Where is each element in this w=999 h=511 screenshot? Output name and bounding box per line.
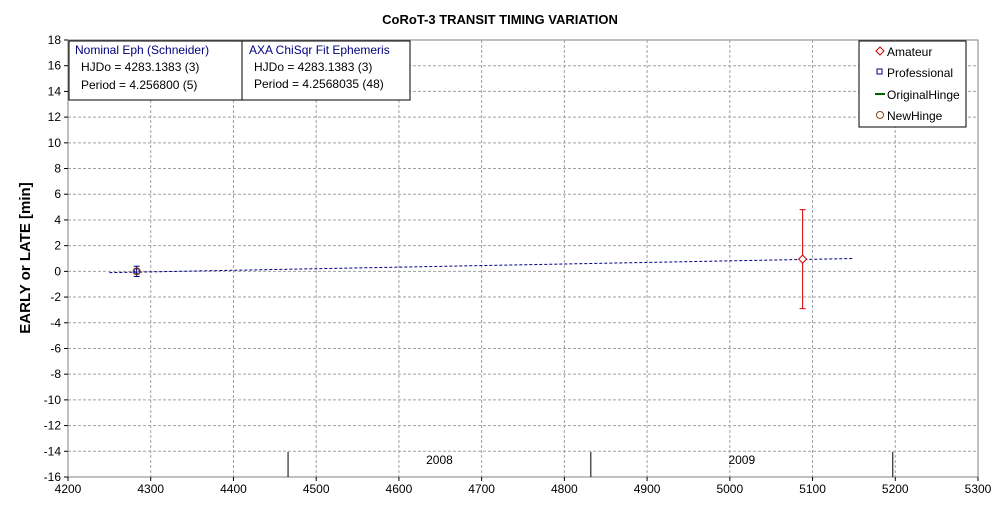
info-box-nominal-period: Period = 4.256800 (5) xyxy=(81,78,197,92)
y-tick-label: -14 xyxy=(44,444,62,458)
x-tick-label: 5300 xyxy=(965,482,992,496)
y-tick-label: -12 xyxy=(44,419,62,433)
x-tick-label: 4700 xyxy=(468,482,495,496)
y-tick-label: 6 xyxy=(54,187,61,201)
info-box-nominal: Nominal Eph (Schneider) HJDo = 4283.1383… xyxy=(68,40,243,101)
info-box-axa-period: Period = 4.2568035 (48) xyxy=(254,77,384,91)
info-box-axa-hjd: HJDo = 4283.1383 (3) xyxy=(254,60,372,74)
year-markers: 2008 2009 xyxy=(287,451,894,477)
x-tick-label: 4500 xyxy=(303,482,330,496)
x-tick-label: 4800 xyxy=(551,482,578,496)
y-tick-label: 16 xyxy=(48,59,62,73)
x-tick-label: 5000 xyxy=(716,482,743,496)
y-tick-label: 4 xyxy=(54,213,61,227)
legend-professional-marker xyxy=(876,68,883,75)
y-axis-label: EARLY or LATE [min] xyxy=(17,182,34,333)
legend-newhinge-label: NewHinge xyxy=(887,109,943,123)
y-tick-label: 18 xyxy=(48,33,62,47)
data-points xyxy=(132,209,808,310)
x-tick-label: 4300 xyxy=(137,482,164,496)
x-tick-label: 5200 xyxy=(882,482,909,496)
x-tick-label: 4600 xyxy=(386,482,413,496)
chart-title: CoRoT-3 TRANSIT TIMING VARIATION xyxy=(382,12,618,27)
y-tick-label: -8 xyxy=(50,367,61,381)
legend-originalhinge-label: OriginalHinge xyxy=(887,88,960,102)
professional-point xyxy=(133,268,140,275)
y-tick-label: -6 xyxy=(50,341,61,355)
y-tick-label: 14 xyxy=(48,84,62,98)
newhinge-point xyxy=(132,267,141,276)
y-tick-label: -16 xyxy=(44,470,62,484)
trend-line xyxy=(109,258,854,274)
y-tick-label: -10 xyxy=(44,393,62,407)
x-tick-label: 4400 xyxy=(220,482,247,496)
trend-line-group xyxy=(109,258,854,274)
info-box-nominal-frame xyxy=(68,40,243,101)
axis-ticks: 4200 4300 4400 4500 4600 4700 4800 4900 5000 5100… xyxy=(44,33,992,496)
x-tick-label: 4200 xyxy=(55,482,82,496)
y-tick-label: 2 xyxy=(54,239,61,253)
info-box-axa-title: AXA ChiSqr Fit Ephemeris xyxy=(249,43,390,57)
y-tick-label: 12 xyxy=(48,110,62,124)
info-box-nominal-title: Nominal Eph (Schneider) xyxy=(75,43,209,57)
info-box-axa-frame xyxy=(241,40,411,101)
y-tick-label: -4 xyxy=(50,316,61,330)
legend: Amateur Professional OriginalHinge NewHi… xyxy=(858,40,967,128)
x-tick-label: 5100 xyxy=(799,482,826,496)
year-label: 2008 xyxy=(426,453,453,467)
legend-newhinge-marker xyxy=(876,111,884,119)
legend-amateur-label: Amateur xyxy=(887,45,932,59)
y-tick-label: 8 xyxy=(54,162,61,176)
y-tick-label: -2 xyxy=(50,290,61,304)
plot-area xyxy=(67,39,979,478)
amateur-point xyxy=(797,254,808,264)
info-box-nominal-hjd: HJDo = 4283.1383 (3) xyxy=(81,60,199,74)
legend-amateur-marker xyxy=(875,46,885,56)
grid-lines xyxy=(68,40,978,477)
y-tick-label: 10 xyxy=(48,136,62,150)
year-label: 2009 xyxy=(728,453,755,467)
legend-professional-label: Professional xyxy=(887,66,953,80)
x-tick-label: 4900 xyxy=(634,482,661,496)
info-box-axa: AXA ChiSqr Fit Ephemeris HJDo = 4283.138… xyxy=(241,40,411,101)
y-tick-label: 0 xyxy=(54,264,61,278)
